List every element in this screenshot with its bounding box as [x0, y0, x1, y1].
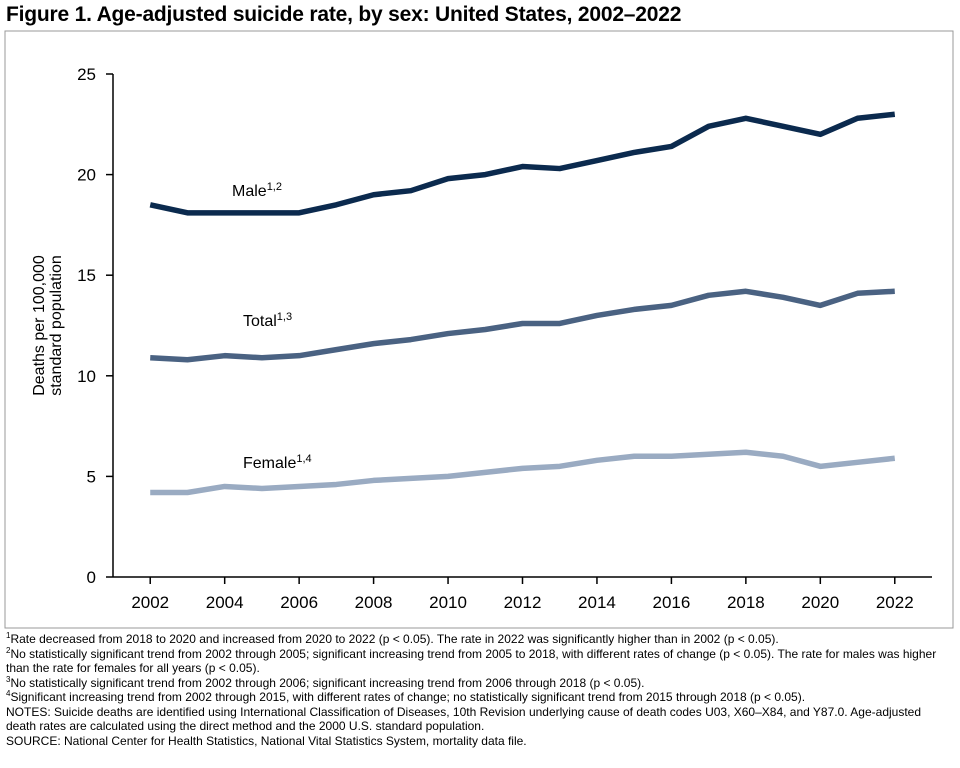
y-tick-label: 5: [87, 467, 96, 486]
note: SOURCE: National Center for Health Stati…: [6, 733, 527, 748]
x-tick-label: 2006: [280, 593, 318, 612]
footnote-text: No statistically significant trend from …: [10, 675, 645, 690]
series-line: [150, 288, 895, 363]
x-tick-label: 2002: [131, 593, 169, 612]
footnote-mark: 3: [6, 674, 11, 684]
footnote-mark: 4: [6, 689, 11, 698]
frame: [4, 30, 954, 629]
note: NOTES: Suicide deaths are identified usi…: [6, 704, 922, 734]
series-name: Total: [243, 313, 277, 330]
series-label: Total1,3: [243, 311, 292, 330]
chart: 0 5 10 15 20 25 2002 2004 2006 2008 2010 2012 2014 20…: [4, 30, 954, 629]
series-name: Female: [243, 455, 296, 472]
x-tick-label: 2020: [801, 593, 839, 612]
series-note-ref: 1,4: [296, 453, 311, 465]
footnote: 1Rate decreased from 2018 to 2020 and in…: [6, 632, 954, 647]
x-tick-label: 2008: [355, 593, 393, 612]
series-line: [149, 111, 896, 216]
footnote-mark: 1: [6, 631, 11, 640]
y-axis-label-line: standard population: [48, 255, 65, 396]
footnote: 3No statistically significant trend from…: [6, 674, 954, 691]
x-tick-label: 2010: [429, 593, 467, 612]
series-note-ref: 1,2: [267, 181, 282, 193]
y-tick-label: 10: [77, 367, 96, 386]
footnote-text: Rate decreased from 2018 to 2020 and inc…: [10, 632, 779, 646]
x-tick-label: 2016: [652, 593, 690, 612]
chart-title: Figure 1. Age-adjusted suicide rate, by …: [6, 3, 682, 26]
x-tick-label: 2018: [727, 593, 765, 612]
footnotes: 1Rate decreased from 2018 to 2020 and in…: [6, 632, 954, 748]
footnote-text: Significant increasing trend from 2002 t…: [10, 690, 806, 704]
y-tick-label: 25: [77, 65, 96, 84]
footnote: 4Significant increasing trend from 2002 …: [6, 690, 954, 705]
series-label: Male1,2: [232, 181, 282, 200]
x-tick-label: 2014: [578, 593, 616, 612]
footnote-mark: 2: [6, 645, 11, 655]
x-tick-label: 2022: [876, 593, 914, 612]
y-axis-label: Deaths per 100,000standard population: [31, 255, 65, 396]
footnote: 2No statistically significant trend from…: [6, 645, 954, 676]
series-name: Male: [232, 183, 267, 200]
y-tick-label: 15: [77, 266, 96, 285]
series-line: [150, 449, 896, 496]
y-tick-label: 20: [77, 166, 96, 185]
x-tick-label: 2004: [206, 593, 244, 612]
series-label: Female1,4: [243, 453, 312, 472]
y-tick-label: 0: [87, 568, 96, 587]
footnote-text: No statistically significant trend from …: [6, 646, 937, 676]
y-axis-label-line: Deaths per 100,000: [31, 255, 48, 396]
x-tick-label: 2012: [504, 593, 542, 612]
series-note-ref: 1,3: [277, 311, 292, 323]
